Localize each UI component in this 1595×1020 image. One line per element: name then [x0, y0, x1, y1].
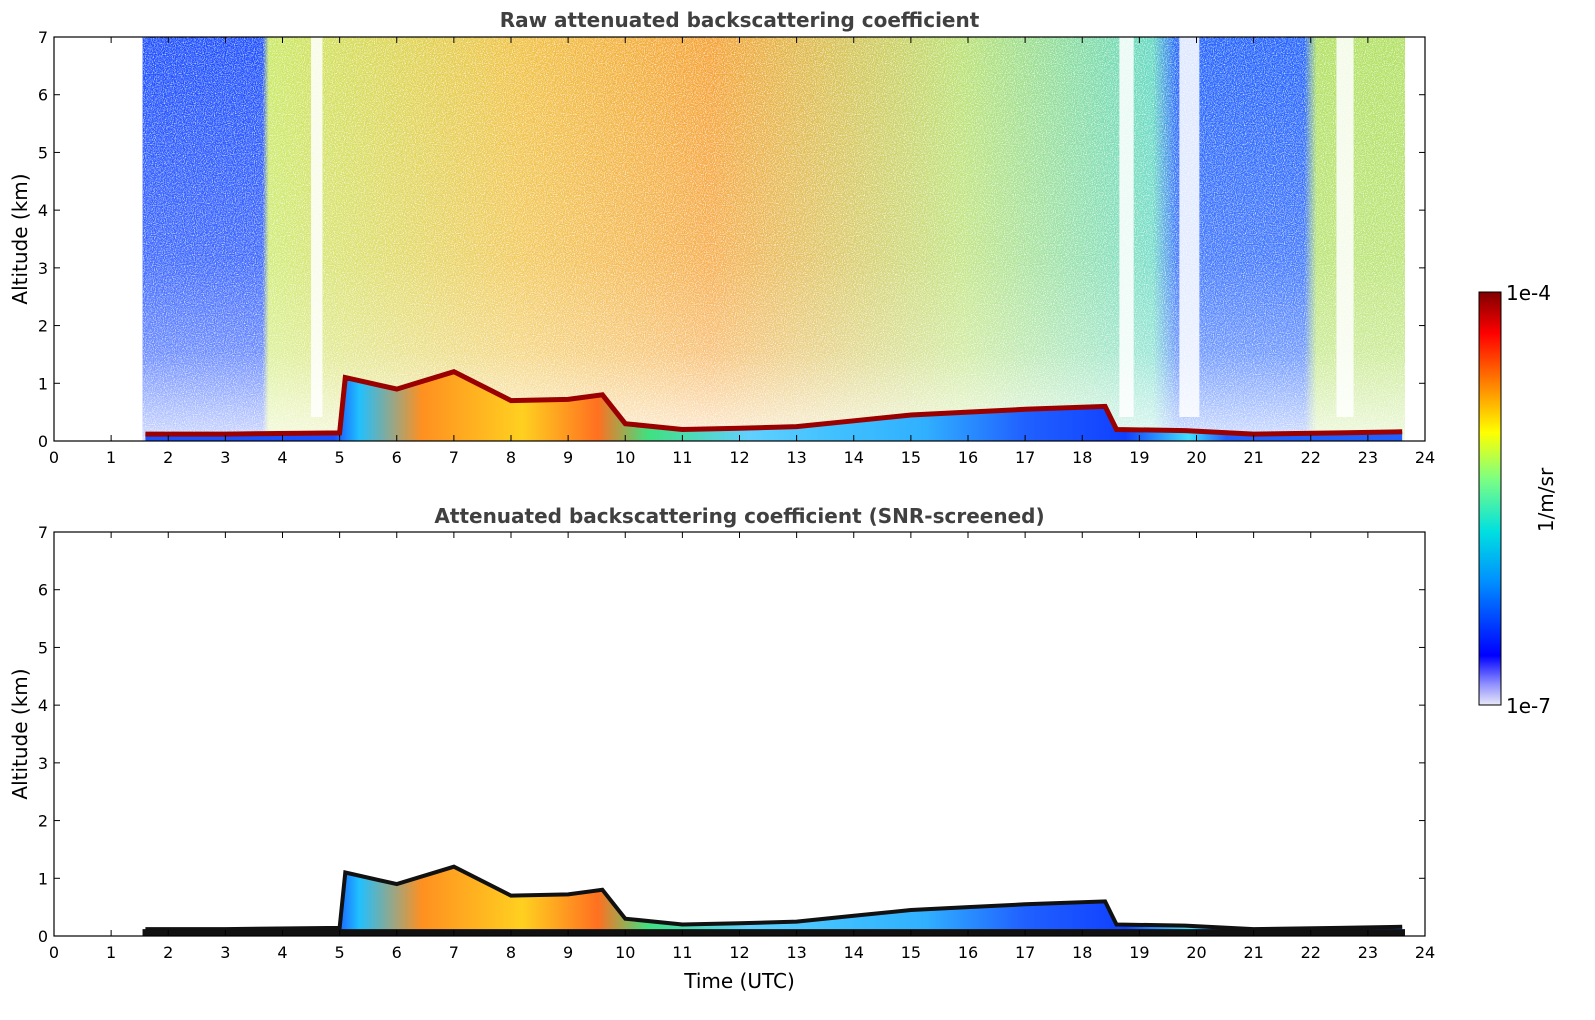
y-tick-label: 5 — [38, 143, 48, 162]
y-tick-label: 3 — [38, 259, 48, 278]
raw-noise-texture — [142, 37, 1406, 441]
x-tick-label: 19 — [1129, 943, 1149, 962]
x-tick-label: 19 — [1129, 448, 1149, 467]
x-tick-label: 9 — [563, 448, 573, 467]
y-tick-label: 6 — [38, 86, 48, 105]
raw-heatmap-field — [142, 37, 1406, 441]
x-tick-label: 5 — [335, 943, 345, 962]
raw-panel-title: Raw attenuated backscattering coefficien… — [500, 8, 980, 32]
x-tick-label: 15 — [901, 448, 921, 467]
x-tick-label: 9 — [563, 943, 573, 962]
colorbar: 1e-4 1e-7 1/m/sr — [1478, 281, 1558, 718]
x-tick-label: 12 — [729, 943, 749, 962]
x-tick-label: 18 — [1072, 448, 1092, 467]
x-tick-label: 15 — [901, 943, 921, 962]
y-tick-label: 7 — [38, 28, 48, 47]
screened-panel-title: Attenuated backscattering coefficient (S… — [434, 504, 1044, 528]
raw-data-gap — [311, 37, 323, 417]
x-tick-label: 22 — [1301, 943, 1321, 962]
x-axis-label: Time (UTC) — [683, 969, 795, 993]
x-tick-label: 7 — [449, 448, 459, 467]
x-tick-label: 24 — [1415, 943, 1435, 962]
raw-axis-ticks: 0 1 2 3 4 5 6 7 8 9 10 11 12 13 14 15 16 17 18 19 20 21 22 23 24… — [38, 28, 1435, 467]
raw-y-axis-label: Altitude (km) — [8, 173, 32, 304]
screened-surface-layer — [142, 929, 1406, 936]
screened-axis-ticks: 0 1 2 3 4 5 6 7 8 9 10 11 12 13 14 15 16 17 18 19 20 21 22 23 24… — [38, 523, 1435, 962]
raw-data-gap — [1119, 37, 1134, 417]
screened-boundary-layer-top-line — [145, 864, 1403, 932]
x-tick-label: 14 — [844, 448, 864, 467]
raw-data-gap — [1336, 37, 1354, 417]
colorbar-gradient — [1478, 291, 1502, 706]
x-tick-label: 22 — [1301, 448, 1321, 467]
x-tick-label: 4 — [277, 943, 287, 962]
colorbar-unit-label: 1/m/sr — [1534, 467, 1558, 532]
raw-heatmap — [142, 37, 1406, 441]
raw-data-gap — [1179, 37, 1200, 417]
x-tick-label: 21 — [1243, 943, 1263, 962]
screened-plot-frame — [53, 531, 1426, 937]
x-tick-label: 18 — [1072, 943, 1092, 962]
x-tick-label: 11 — [672, 943, 692, 962]
x-tick-label: 10 — [615, 448, 635, 467]
y-tick-label: 4 — [38, 696, 48, 715]
y-tick-label: 4 — [38, 201, 48, 220]
x-tick-label: 2 — [163, 943, 173, 962]
x-tick-label: 23 — [1358, 448, 1378, 467]
x-tick-label: 23 — [1358, 943, 1378, 962]
x-tick-label: 17 — [1015, 943, 1035, 962]
x-tick-label: 2 — [163, 448, 173, 467]
x-tick-label: 17 — [1015, 448, 1035, 467]
y-tick-label: 0 — [38, 432, 48, 451]
screened-heatmap — [142, 864, 1406, 936]
x-tick-label: 21 — [1243, 448, 1263, 467]
y-tick-label: 2 — [38, 812, 48, 831]
screened-boundary-layer — [145, 866, 1403, 936]
y-tick-label: 7 — [38, 523, 48, 542]
raw-boundary-layer-top-line — [145, 369, 1403, 437]
x-tick-label: 1 — [106, 943, 116, 962]
x-tick-label: 16 — [958, 943, 978, 962]
x-tick-label: 14 — [844, 943, 864, 962]
y-tick-label: 1 — [38, 374, 48, 393]
x-tick-label: 20 — [1186, 448, 1206, 467]
y-tick-label: 2 — [38, 317, 48, 336]
y-tick-label: 5 — [38, 638, 48, 657]
x-tick-label: 12 — [729, 448, 749, 467]
x-tick-label: 6 — [392, 448, 402, 467]
x-tick-label: 13 — [786, 943, 806, 962]
x-tick-label: 3 — [220, 448, 230, 467]
x-tick-label: 5 — [335, 448, 345, 467]
x-tick-label: 13 — [786, 448, 806, 467]
raw-boundary-layer — [145, 371, 1403, 441]
screened-backscatter-panel: Attenuated backscattering coefficient (S… — [8, 504, 1435, 993]
raw-backscatter-panel: Raw attenuated backscattering coefficien… — [8, 8, 1435, 467]
x-tick-label: 1 — [106, 448, 116, 467]
x-tick-label: 8 — [506, 448, 516, 467]
x-tick-label: 0 — [49, 943, 59, 962]
x-tick-label: 10 — [615, 943, 635, 962]
x-tick-label: 16 — [958, 448, 978, 467]
y-tick-label: 3 — [38, 754, 48, 773]
y-tick-label: 0 — [38, 927, 48, 946]
colorbar-min-label: 1e-7 — [1506, 694, 1551, 718]
x-tick-label: 4 — [277, 448, 287, 467]
y-tick-label: 1 — [38, 869, 48, 888]
x-tick-label: 0 — [49, 448, 59, 467]
x-tick-label: 8 — [506, 943, 516, 962]
x-tick-label: 20 — [1186, 943, 1206, 962]
x-tick-label: 6 — [392, 943, 402, 962]
x-tick-label: 7 — [449, 943, 459, 962]
x-tick-label: 11 — [672, 448, 692, 467]
x-tick-label: 24 — [1415, 448, 1435, 467]
colorbar-max-label: 1e-4 — [1506, 281, 1551, 305]
y-tick-label: 6 — [38, 581, 48, 600]
x-tick-label: 3 — [220, 943, 230, 962]
screened-y-axis-label: Altitude (km) — [8, 668, 32, 799]
